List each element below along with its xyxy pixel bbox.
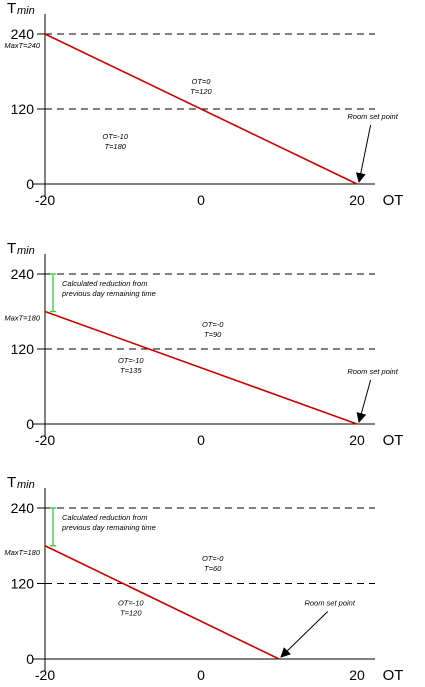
- y-axis-label-sub: min: [17, 5, 35, 17]
- reduction-label: Calculated reduction from: [62, 279, 147, 288]
- x-tick-label: 20: [349, 667, 365, 683]
- annotation-label: OT=-10: [118, 356, 144, 365]
- room-set-point-arrow: [280, 611, 329, 658]
- reduction-label: previous day remaining time: [61, 289, 156, 298]
- y-tick-label: 120: [11, 576, 35, 592]
- reduction-label: Calculated reduction from: [62, 513, 147, 522]
- annotation-label: T=180: [104, 142, 126, 151]
- room-set-point-label: Room set point: [347, 112, 398, 121]
- series-line: [44, 310, 358, 425]
- y-axis-label: T: [7, 474, 16, 491]
- room-set-point-arrow: [356, 379, 372, 423]
- y-tick-label: 240: [11, 266, 35, 282]
- x-tick-label: -20: [35, 667, 55, 683]
- annotation-label: OT=-10: [118, 599, 144, 608]
- y-tick-label: 240: [11, 500, 35, 516]
- x-tick-label: 0: [197, 192, 205, 208]
- y-axis-label: T: [7, 0, 16, 17]
- x-tick-label: 20: [349, 432, 365, 448]
- y-axis-label-sub: min: [17, 479, 35, 491]
- y-tick-label: 0: [26, 176, 34, 192]
- annotation-label: T=135: [120, 366, 142, 375]
- max-label: MaxT=180: [4, 314, 40, 323]
- x-axis-label: OT: [383, 667, 404, 684]
- annotation-label: OT=-0: [202, 554, 224, 563]
- x-axis-label: OT: [383, 192, 404, 209]
- annotation-label: OT=0: [192, 77, 212, 86]
- x-tick-label: 0: [197, 667, 205, 683]
- room-set-point-arrow: [355, 124, 372, 183]
- room-set-point-label: Room set point: [304, 599, 355, 608]
- y-tick-label: 120: [11, 341, 35, 357]
- y-axis-label: T: [7, 240, 16, 257]
- y-axis-label-sub: min: [17, 245, 35, 257]
- annotation-label: T=120: [120, 609, 142, 618]
- annotation-label: T=120: [190, 87, 212, 96]
- room-set-point-label: Room set point: [347, 367, 398, 376]
- series-line: [44, 33, 358, 185]
- x-axis-label: OT: [383, 432, 404, 449]
- y-tick-label: 0: [26, 651, 34, 667]
- y-tick-label: 240: [11, 26, 35, 42]
- reduction-label: previous day remaining time: [61, 523, 156, 532]
- max-label: MaxT=240: [4, 41, 40, 50]
- annotation-label: T=60: [204, 564, 222, 573]
- annotation-label: OT=-10: [102, 132, 128, 141]
- x-tick-label: -20: [35, 192, 55, 208]
- series-line: [44, 545, 280, 660]
- max-label: MaxT=180: [4, 548, 40, 557]
- y-tick-label: 120: [11, 101, 35, 117]
- x-tick-label: -20: [35, 432, 55, 448]
- annotation-label: T=90: [204, 330, 222, 339]
- x-tick-label: 0: [197, 432, 205, 448]
- y-tick-label: 0: [26, 416, 34, 432]
- annotation-label: OT=-0: [202, 320, 224, 329]
- x-tick-label: 20: [349, 192, 365, 208]
